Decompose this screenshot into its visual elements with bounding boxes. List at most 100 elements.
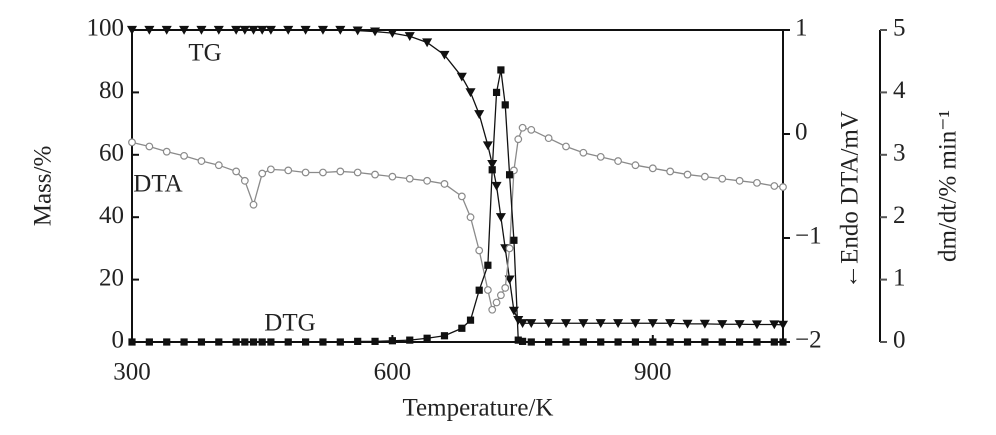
x-tick-label: 900 [634,359,672,386]
marker [734,320,745,329]
marker [319,168,327,177]
marker [456,72,467,82]
annotation: DTA [133,171,182,198]
marker [163,338,171,346]
marker [562,338,570,346]
marker [492,298,501,307]
marker [406,336,414,344]
marker [492,88,501,97]
marker [488,305,497,314]
marker [683,170,692,179]
marker [370,27,381,37]
marker [475,246,484,255]
y-tick-label: 20 [99,264,124,291]
y3-tick-label: 2 [893,202,906,229]
marker [266,165,275,174]
marker [751,320,762,330]
marker [718,338,726,346]
marker [682,319,693,329]
marker [466,213,475,222]
marker [258,338,266,346]
marker [735,338,744,346]
marker [422,38,433,48]
marker [317,25,328,35]
y-tick-label: 0 [112,327,125,354]
marker [284,338,292,346]
series-line [132,69,783,343]
marker [578,319,589,328]
plot-frame [131,29,784,343]
marker [753,178,761,187]
y3-tick-label: 3 [893,140,906,167]
marker [504,275,515,285]
marker [336,338,344,346]
marker [543,319,554,328]
marker [239,25,250,35]
marker [197,157,206,165]
marker [683,338,692,346]
marker [474,110,485,119]
marker [215,338,223,346]
marker [319,338,327,346]
y-tick-label: 60 [99,140,124,167]
marker [371,337,379,345]
marker [648,164,657,173]
marker [475,286,483,294]
marker [145,338,153,346]
marker [579,148,588,157]
marker [197,338,206,346]
marker [649,338,657,346]
marker [161,25,172,35]
marker [501,101,509,109]
marker [517,319,528,328]
series-line [131,126,784,312]
marker [179,25,190,35]
marker [505,171,514,179]
marker [423,334,431,342]
marker [180,338,188,346]
marker [497,66,505,74]
marker [718,174,727,183]
marker [701,338,709,346]
marker [457,192,466,201]
marker [770,338,778,346]
marker [265,25,276,35]
marker [631,338,640,346]
marker [466,316,475,324]
x-tick-label: 300 [113,359,151,386]
marker [647,319,658,328]
marker [527,125,536,134]
marker [596,152,605,161]
marker [779,338,787,346]
marker [145,142,154,151]
marker [214,161,223,170]
marker [302,338,310,346]
marker [388,337,396,345]
y2-tick-label: −1 [795,223,822,250]
y3-axis-label: dm/dt/% min⁻¹ [935,110,962,262]
marker [699,319,710,329]
marker [497,291,505,300]
marker [560,319,572,328]
marker [387,29,398,38]
marker [483,286,492,294]
marker [544,134,553,143]
marker [665,319,676,328]
marker [162,147,171,156]
marker [700,172,709,181]
marker [440,332,449,340]
marker [631,161,640,170]
marker [231,25,242,35]
marker [128,138,136,147]
marker [514,135,523,144]
marker [423,176,432,185]
marker [404,32,415,41]
marker [501,284,510,292]
y2-tick-label: −2 [795,327,822,354]
marker [488,166,496,174]
y3-tick-label: 4 [893,77,906,104]
marker [257,25,268,35]
marker [508,306,519,316]
marker [484,261,492,269]
